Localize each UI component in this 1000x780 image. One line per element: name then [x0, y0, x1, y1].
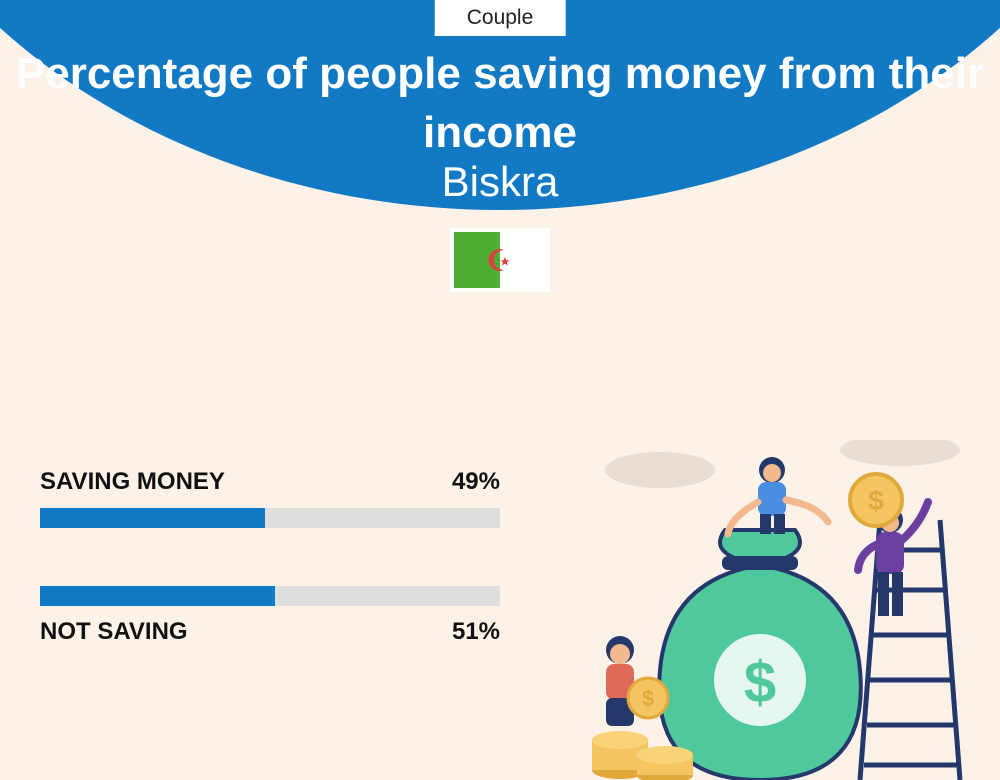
person-sitting-icon: $: [606, 636, 668, 726]
bar-track: [40, 586, 500, 606]
ladder-icon: [860, 520, 960, 780]
bar-value: 49%: [452, 468, 500, 496]
bar-not-saving: NOT SAVING 51%: [40, 586, 500, 646]
bar-fill: [40, 508, 265, 528]
bar-label: SAVING MONEY: [40, 468, 225, 496]
tag-badge: Couple: [435, 0, 566, 36]
flag-crescent-star-icon: [485, 245, 515, 275]
person-top-icon: [728, 457, 828, 534]
bar-label: NOT SAVING: [40, 618, 188, 646]
savings-illustration: $ $: [560, 440, 1000, 780]
svg-text:$: $: [868, 485, 884, 516]
person-ladder-icon: $: [850, 474, 928, 616]
bar-chart: SAVING MONEY 49% NOT SAVING 51%: [40, 468, 500, 704]
cloud-icon: [840, 440, 960, 466]
flag-algeria: [450, 228, 550, 292]
cloud-icon: [605, 452, 715, 488]
page-subtitle: Biskra: [0, 158, 1000, 206]
bar-fill: [40, 586, 275, 606]
page-title: Percentage of people saving money from t…: [0, 44, 1000, 163]
bar-value: 51%: [452, 618, 500, 646]
bar-track: [40, 508, 500, 528]
tag-badge-label: Couple: [467, 6, 534, 29]
money-bag-icon: $: [659, 530, 861, 780]
bar-saving: SAVING MONEY 49%: [40, 468, 500, 528]
svg-text:$: $: [642, 686, 654, 711]
svg-text:$: $: [744, 650, 776, 715]
